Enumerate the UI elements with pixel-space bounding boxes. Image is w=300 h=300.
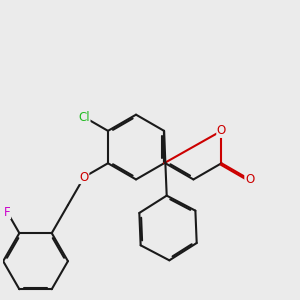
Text: O: O <box>80 170 89 184</box>
Text: F: F <box>4 206 11 219</box>
Text: O: O <box>217 124 226 137</box>
Text: O: O <box>245 173 254 186</box>
Text: Cl: Cl <box>78 111 90 124</box>
